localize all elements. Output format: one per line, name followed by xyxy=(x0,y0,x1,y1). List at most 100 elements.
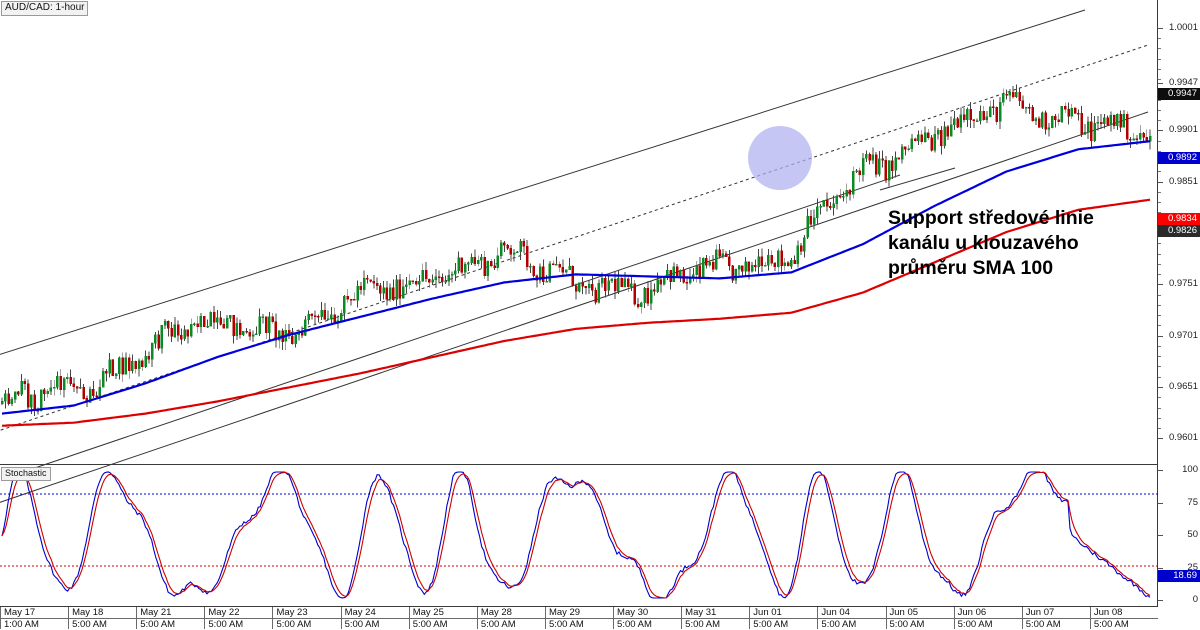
price-tick-minor xyxy=(1158,315,1161,317)
annotation-leader-line xyxy=(879,167,956,191)
price-tick-minor xyxy=(1158,68,1161,70)
stoch-tick-mark xyxy=(1158,470,1163,471)
price-tick-minor xyxy=(1158,428,1161,430)
price-axis[interactable]: 1.00010.99470.99010.98510.98010.97510.97… xyxy=(1158,0,1200,606)
price-tick-minor xyxy=(1158,191,1161,193)
time-axis-time: 5:00 AM xyxy=(1022,618,1090,630)
price-tick-minor xyxy=(1158,366,1161,368)
price-tick-mark xyxy=(1158,181,1163,183)
time-axis-time: 5:00 AM xyxy=(477,618,545,630)
price-tick-minor xyxy=(1158,274,1161,276)
time-axis-time: 5:00 AM xyxy=(682,618,750,630)
time-axis-date: May 22 xyxy=(208,607,240,618)
time-axis[interactable]: May 17 1:00 AM May 18 5:00 AM May 21 5:00 AM M… xyxy=(0,606,1158,630)
chart-annotation: Support středové linie kanálu u klouzavé… xyxy=(888,206,1168,281)
time-axis-tick: May 30 5:00 AM xyxy=(613,607,682,630)
time-axis-date: May 30 xyxy=(617,607,649,618)
annotation-line-1: Support středové linie xyxy=(888,207,1094,229)
symbol-timeframe-tag: AUD/CAD: 1-hour xyxy=(1,1,89,16)
price-tick-mark xyxy=(1158,27,1163,29)
time-axis-tick: May 18 5:00 AM xyxy=(68,607,137,630)
time-axis-time: 5:00 AM xyxy=(954,618,1022,630)
price-tick-mark xyxy=(1158,83,1163,85)
time-axis-tick: May 22 5:00 AM xyxy=(204,607,273,630)
price-tick-minor xyxy=(1158,48,1161,50)
price-tick-mark xyxy=(1158,335,1163,337)
time-axis-time: 5:00 AM xyxy=(614,618,682,630)
price-tick-minor xyxy=(1158,345,1161,347)
annotation-line-2: kanálu u klouzavého xyxy=(888,232,1079,254)
price-tick-minor xyxy=(1158,120,1161,122)
time-axis-time: 1:00 AM xyxy=(1,618,69,630)
time-axis-time: 5:00 AM xyxy=(341,618,409,630)
time-axis-time: 5:00 AM xyxy=(205,618,273,630)
indicator-name-tag: Stochastic xyxy=(1,467,51,481)
time-axis-tick: Jun 07 5:00 AM xyxy=(1021,607,1090,630)
time-axis-date: Jun 01 xyxy=(753,607,782,618)
time-axis-tick: May 21 5:00 AM xyxy=(136,607,205,630)
time-axis-date: May 21 xyxy=(140,607,172,618)
time-axis-date: May 31 xyxy=(685,607,717,618)
price-tick-mark xyxy=(1158,387,1163,388)
price-tick-mark xyxy=(1158,438,1163,440)
stoch-tick-mark xyxy=(1158,502,1163,504)
time-axis-date: May 24 xyxy=(344,607,376,618)
price-tick-minor xyxy=(1158,140,1161,142)
stochastic-value-label: 18.69 xyxy=(1158,570,1200,582)
price-tick-minor xyxy=(1158,263,1161,265)
price-tick-label: 0.9651 xyxy=(1168,381,1198,392)
price-tick-minor xyxy=(1158,171,1161,173)
price-label-current: 0.9892 xyxy=(1158,152,1200,164)
annotation-line-3: průměru SMA 100 xyxy=(888,257,1054,279)
price-tick-minor xyxy=(1158,37,1161,39)
price-label-sma-slow: 0.9834 xyxy=(1158,213,1200,225)
time-axis-time: 5:00 AM xyxy=(1090,618,1158,630)
time-axis-date: May 28 xyxy=(480,607,512,618)
stoch-tick-label: 0 xyxy=(1192,594,1198,605)
price-tick-minor xyxy=(1158,417,1161,419)
price-tick-minor xyxy=(1158,325,1161,327)
price-tick-minor xyxy=(1158,294,1161,296)
panel-divider xyxy=(0,464,1158,465)
price-tick-mark xyxy=(1158,130,1163,132)
time-axis-time: 5:00 AM xyxy=(137,618,205,630)
time-axis-tick: Jun 06 5:00 AM xyxy=(953,607,1022,630)
price-tick-label: 0.9851 xyxy=(1168,175,1198,187)
price-tick-minor xyxy=(1158,407,1161,409)
price-tick-minor xyxy=(1158,202,1161,204)
ascending-channel-middle-dotted xyxy=(0,44,1149,431)
price-label-last-close: 0.9826 xyxy=(1158,225,1200,237)
chart-drawing-layer xyxy=(0,9,1152,503)
time-axis-time: 5:00 AM xyxy=(409,618,477,630)
time-axis-time: 5:00 AM xyxy=(273,618,341,630)
stoch-tick-label: 25 xyxy=(1187,561,1198,573)
time-axis-date: Jun 05 xyxy=(889,607,919,618)
stoch-tick-label: 100 xyxy=(1182,464,1198,475)
price-tick-minor xyxy=(1158,376,1161,378)
time-axis-date: Jun 04 xyxy=(821,607,850,618)
sma-fast-line xyxy=(1,140,1151,415)
price-tick-label: 0.9901 xyxy=(1168,124,1198,136)
price-tick-minor xyxy=(1158,99,1161,101)
stoch-tick-label: 75 xyxy=(1187,496,1198,508)
stoch-tick-mark xyxy=(1158,567,1163,569)
time-axis-date: May 23 xyxy=(276,607,308,618)
price-tick-minor xyxy=(1158,253,1161,255)
price-chart-panel[interactable]: AUD/CAD: 1-hour xyxy=(0,0,1158,606)
time-axis-tick: May 29 5:00 AM xyxy=(544,607,614,630)
sma-slow-line xyxy=(1,198,1151,427)
time-axis-tick: Jun 04 5:00 AM xyxy=(817,607,886,630)
time-axis-tick: May 24 5:00 AM xyxy=(340,607,409,630)
price-tick-label: 0.9947 xyxy=(1168,77,1198,89)
time-axis-tick: Jun 05 5:00 AM xyxy=(885,607,954,630)
time-axis-time: 5:00 AM xyxy=(750,618,818,630)
price-tick-minor xyxy=(1158,243,1161,245)
price-tick-label: 1.0001 xyxy=(1168,21,1198,33)
price-tick-minor xyxy=(1158,109,1161,111)
price-tick-minor xyxy=(1158,150,1161,152)
ascending-channel-lower xyxy=(0,111,1149,503)
time-axis-date: May 17 xyxy=(4,607,36,618)
time-axis-tick: May 17 1:00 AM xyxy=(0,607,69,630)
time-axis-tick: Jun 08 5:00 AM xyxy=(1089,607,1158,630)
